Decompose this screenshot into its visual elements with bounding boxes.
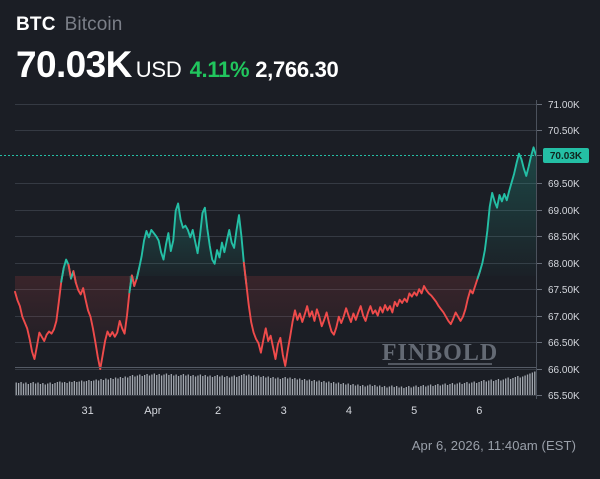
y-axis-tick-label: 67.00K bbox=[548, 312, 580, 323]
x-axis-tick-label: Apr bbox=[144, 405, 161, 417]
y-axis-tick-label: 68.00K bbox=[548, 259, 580, 270]
ticker-symbol: BTC bbox=[16, 14, 56, 35]
x-axis-tick-label: 3 bbox=[281, 405, 287, 417]
x-axis-tick-label: 5 bbox=[411, 405, 417, 417]
price-row: 70.03K USD 4.11% 2,766.30 bbox=[16, 46, 576, 86]
y-axis-tick-label: 66.00K bbox=[548, 365, 580, 376]
x-axis: 31 Apr 2 3 4 5 6 bbox=[82, 405, 483, 417]
x-axis-tick-label: 31 bbox=[82, 405, 94, 417]
x-axis-tick-label: 4 bbox=[346, 405, 352, 417]
finbold-watermark: FINBOLD bbox=[382, 340, 498, 366]
y-axis-tick-label: 65.50K bbox=[548, 391, 580, 402]
y-axis-tick-label: 66.50K bbox=[548, 338, 580, 349]
y-axis-tick-label: 70.50K bbox=[548, 126, 580, 137]
price-currency: USD bbox=[135, 57, 182, 82]
chart-area[interactable]: FINBOLD 71.00K 70.50K 69.50K 69.00K 68.50K 68… bbox=[0, 96, 600, 421]
x-axis-tick-label: 2 bbox=[215, 405, 221, 417]
price-line bbox=[14, 146, 537, 371]
current-price-badge-label: 70.03K bbox=[550, 151, 583, 162]
watermark-text: FINBOLD bbox=[382, 340, 498, 366]
header: BTC Bitcoin 70.03K USD 4.11% 2,766.30 bbox=[16, 14, 576, 86]
x-axis-tick-label: 6 bbox=[476, 405, 482, 417]
timestamp-footer: Apr 6, 2026, 11:40am (EST) bbox=[411, 438, 576, 453]
price-chart-svg[interactable]: FINBOLD 71.00K 70.50K 69.50K 69.00K 68.50K 68… bbox=[0, 96, 600, 421]
current-price: 70.03K bbox=[16, 44, 132, 85]
volume-bars bbox=[15, 367, 536, 395]
price-change-absolute: 2,766.30 bbox=[255, 57, 339, 82]
y-axis-tick-label: 69.50K bbox=[548, 179, 580, 190]
price-area-fill bbox=[15, 147, 536, 370]
ticker-name: Bitcoin bbox=[64, 14, 123, 35]
ticker-row: BTC Bitcoin bbox=[16, 14, 576, 40]
y-axis: 71.00K 70.50K 69.50K 69.00K 68.50K 68.00K 67.5… bbox=[536, 100, 580, 402]
y-axis-tick-label: 71.00K bbox=[548, 100, 580, 111]
y-axis-tick-label: 68.50K bbox=[548, 232, 580, 243]
y-axis-tick-label: 69.00K bbox=[548, 206, 580, 217]
y-axis-tick-label: 67.50K bbox=[548, 285, 580, 296]
current-price-badge: 70.03K bbox=[543, 148, 589, 163]
price-change-percent: 4.11% bbox=[189, 57, 250, 82]
